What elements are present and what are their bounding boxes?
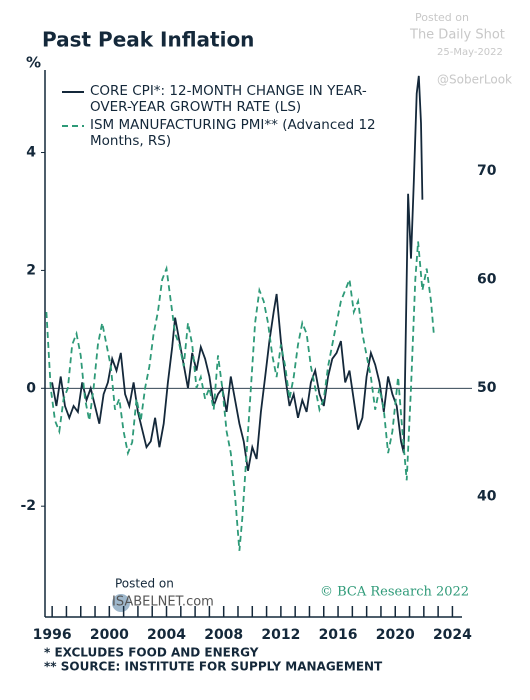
watermark: Posted on: [415, 11, 469, 24]
watermark: 25-May-2022: [437, 47, 503, 58]
y-tick-label: 4: [26, 145, 36, 161]
y-tick-label: 2: [26, 262, 36, 278]
watermark-icon: [112, 594, 130, 612]
watermark: ISABELNET.com: [112, 595, 214, 610]
watermark: The Daily Shot: [409, 28, 505, 43]
y2-tick-label: 40: [477, 489, 497, 505]
y-axis-label: %: [26, 54, 41, 72]
credit: © BCA Research 2022: [320, 585, 469, 600]
series-line: [51, 75, 424, 471]
legend-label: ISM MANUFACTURING PMI** (Advanced 12 Mon…: [90, 117, 376, 149]
footnote: ** SOURCE: INSTITUTE FOR SUPPLY MANAGEME…: [44, 660, 383, 674]
x-tick-label: 2004: [147, 627, 186, 643]
y2-tick-label: 60: [477, 271, 497, 287]
x-tick-label: 2020: [376, 627, 415, 643]
x-tick-label: 2008: [204, 627, 243, 643]
y2-tick-label: 50: [477, 380, 497, 396]
x-tick-label: 2012: [261, 627, 300, 643]
x-tick-label: 2000: [90, 627, 129, 643]
y-tick-label: 0: [26, 380, 36, 396]
series-line: [45, 241, 435, 551]
x-tick-label: 2016: [319, 627, 358, 643]
watermark: @SoberLook: [437, 73, 512, 87]
footnote: * EXCLUDES FOOD AND ENERGY: [44, 646, 259, 660]
legend-label: CORE CPI*: 12-MONTH CHANGE IN YEAR-OVER-…: [90, 83, 367, 115]
y-tick-label: -2: [20, 498, 36, 514]
y2-tick-label: 70: [477, 163, 497, 179]
x-tick-label: 1996: [33, 627, 72, 643]
x-tick-label: 2024: [433, 627, 472, 643]
chart-title: Past Peak Inflation: [42, 28, 254, 52]
watermark: Posted on: [115, 577, 174, 591]
